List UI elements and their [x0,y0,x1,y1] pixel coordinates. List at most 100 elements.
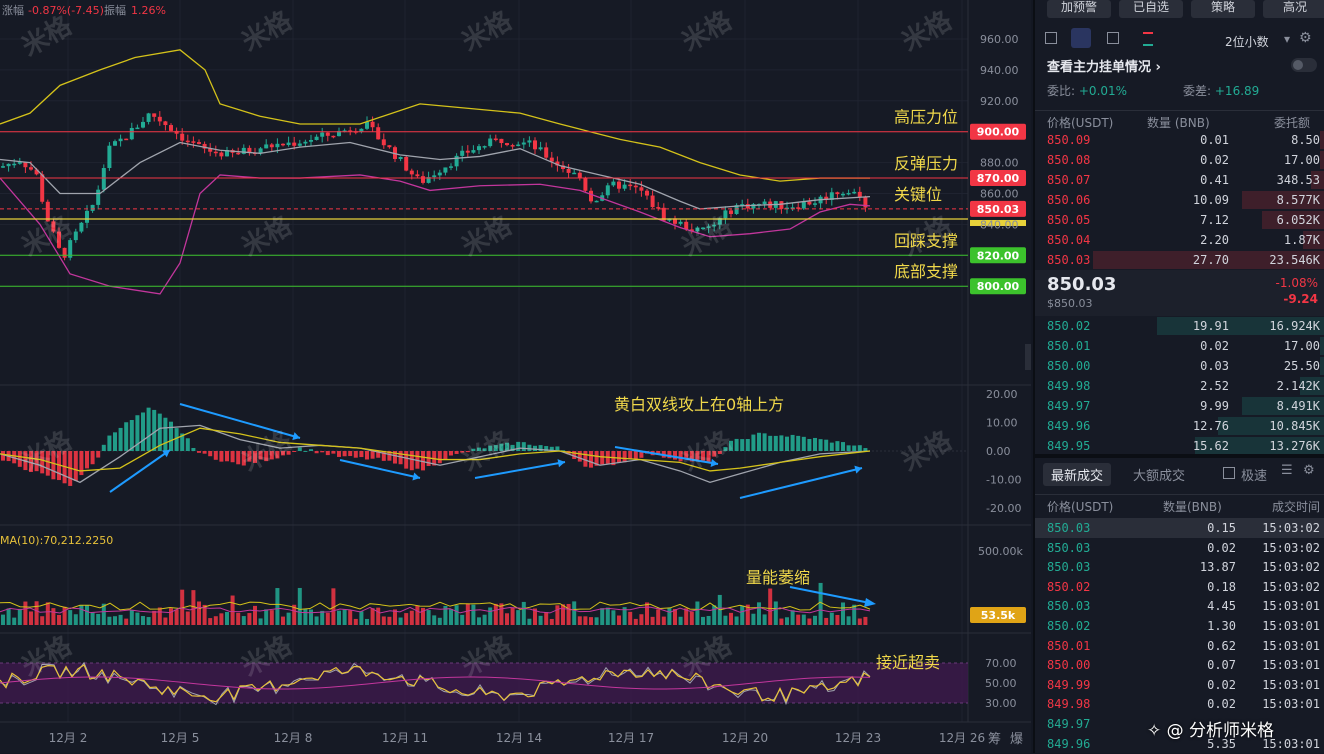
macd-histogram-bar [829,442,834,451]
macd-histogram-bar [331,451,336,454]
candle-body [247,147,252,153]
rsi-axis-label: 30.00 [985,697,1017,710]
ob-header-amount[interactable]: 委托额 [1273,116,1310,130]
macd-histogram-bar [807,438,812,451]
order-price: 850.03 [1047,253,1091,267]
volume-bar [152,610,157,625]
bid-row[interactable]: 849.96 12.76 10.845K [1035,416,1324,436]
candle-body [426,177,431,183]
volume-bar [600,608,605,625]
volume-bar [236,612,241,625]
volume-axis-label: 500.00k [978,545,1023,558]
bid-row[interactable]: 850.02 19.91 16.924K [1035,316,1324,336]
trade-price: 850.02 [1047,579,1091,594]
candle-body [471,150,476,153]
macd-histogram-bar [309,449,313,451]
candle-body [678,221,683,224]
volume-bar [533,608,537,625]
date-label: 12月 23 [835,731,881,745]
ask-row[interactable]: 850.04 2.20 1.87K [1035,230,1324,250]
ask-row[interactable]: 850.08 0.02 17.00 [1035,150,1324,170]
macd-histogram-bar [824,439,829,451]
order-amount: 8.50 [1291,133,1320,147]
tab-large-trades[interactable]: 大额成交 [1133,469,1186,484]
macd-histogram-bar [846,445,851,451]
orderbook-bids-icon[interactable] [1071,28,1091,48]
macd-histogram-bar [572,451,577,460]
ob-header-qty[interactable]: 数量 (BNB) [1147,116,1210,130]
strategy-button[interactable]: 策略 [1191,0,1255,18]
order-qty: 12.76 [1192,419,1229,433]
order-price: 849.98 [1047,379,1091,393]
macd-histogram-bar [34,451,39,472]
volume-annotation: 量能萎缩 [746,568,810,587]
decimals-select[interactable]: 2位小数 [1225,35,1269,49]
volume-bar [622,607,627,625]
ask-row[interactable]: 850.09 0.01 8.50 [1035,130,1324,150]
ask-row[interactable]: 850.03 27.70 23.546K [1035,250,1324,270]
candlestick-chart[interactable]: 米格米格米格米格米格米格米格米格米格米格米格米格米格米格米格米格米格米格米格米格… [0,0,1031,753]
tab-latest-trades[interactable]: 最新成交 [1043,463,1112,486]
key-yellow-tag [970,219,1026,226]
depth-bar [1241,397,1324,415]
orderbook-list-icon[interactable] [1143,32,1153,46]
order-qty: 19.91 [1192,319,1229,333]
macd-histogram-bar [841,442,845,451]
collapse-handle[interactable] [1025,344,1031,370]
extreme-checkbox[interactable] [1223,467,1235,479]
volume-bar [337,610,341,625]
bid-row[interactable]: 850.01 0.02 17.00 [1035,336,1324,356]
order-price: 850.05 [1047,213,1091,227]
bid-row[interactable]: 849.95 15.62 13.276K [1035,436,1324,456]
toggle-switch[interactable] [1291,58,1317,72]
settings-icon[interactable]: ⚙ [1299,30,1312,46]
bid-row[interactable]: 850.00 0.03 25.50 [1035,356,1324,376]
macd-histogram-bar [656,451,661,454]
level-annotation: 底部支撑 [894,262,958,281]
candle-body [684,221,689,230]
orderbook-both-icon[interactable] [1045,32,1057,44]
chevron-right-icon: › [1155,60,1161,75]
macd-histogram-bar [639,451,644,458]
candle-body [286,142,291,146]
candle-body [790,207,795,209]
change-value: -0.87%(-7.45) [28,4,104,17]
volume-bar [605,607,610,625]
macd-histogram-bar [768,435,773,451]
alert-button[interactable]: 加预警 [1047,0,1111,18]
market-button[interactable]: 高况 [1263,0,1324,18]
depth-bar [1320,337,1324,355]
volume-bar [857,618,862,625]
level-annotation: 反弹压力 [894,154,958,173]
ask-row[interactable]: 850.07 0.41 348.53 [1035,170,1324,190]
bid-row[interactable]: 849.97 9.99 8.491K [1035,396,1324,416]
volume-bar [482,614,487,625]
trades-settings-icon[interactable]: ⚙ [1303,463,1315,478]
chart-area[interactable]: 米格米格米格米格米格米格米格米格米格米格米格米格米格米格米格米格米格米格米格米格… [0,0,1031,753]
volume-bar [633,618,638,625]
bid-row[interactable]: 849.98 2.52 2.142K [1035,376,1324,396]
level-price-label: 820.00 [977,249,1020,262]
watchlist-button[interactable]: 已自选 [1119,0,1183,18]
candle-body [219,152,224,157]
volume-bar [219,613,224,625]
last-price-usd: $850.03 [1047,297,1093,310]
volume-bar [409,610,414,625]
trade-header-qty[interactable]: 数量(BNB) [1163,500,1222,514]
candle-body [801,201,806,209]
macd-histogram-bar [516,441,521,451]
depth-bar [1261,211,1324,229]
volume-bar [695,601,700,625]
depth-bar [1320,357,1324,375]
ask-row[interactable]: 850.06 10.09 8.577K [1035,190,1324,210]
volume-bar [527,618,532,625]
volume-bar [807,618,812,625]
volume-bar [1,614,5,625]
depth-link[interactable]: 查看主力挂单情况 [1047,60,1152,75]
ask-row[interactable]: 850.05 7.12 6.052K [1035,210,1324,230]
volume-bar [454,605,459,625]
macd-histogram-bar [124,422,129,451]
macd-histogram-bar [465,451,470,453]
filter-icon[interactable]: ☰ [1281,463,1293,478]
orderbook-asks-icon[interactable] [1107,32,1119,44]
